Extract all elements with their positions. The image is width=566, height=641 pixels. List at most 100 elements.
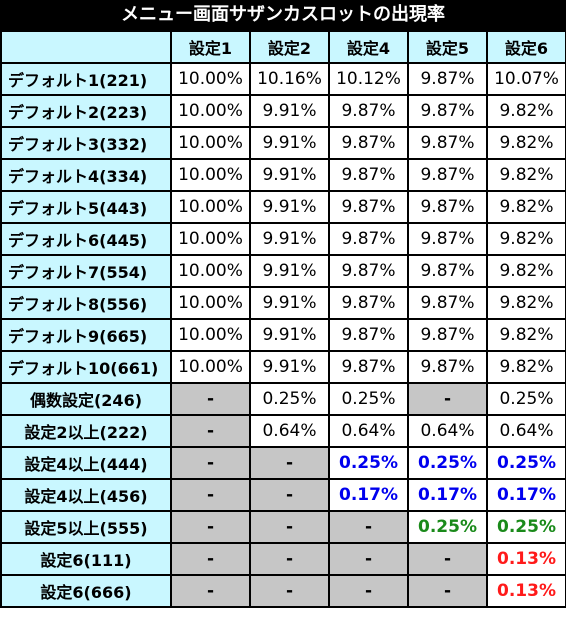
value-cell: 0.13% [486, 574, 566, 608]
value-cell: 9.87% [407, 158, 488, 192]
value-cell: - [328, 542, 409, 576]
table-row: デフォルト4(334) 10.00% 9.91% 9.87% 9.87% 9.82% [0, 158, 566, 192]
value-cell: 10.00% [170, 318, 251, 352]
value-cell: - [170, 510, 251, 544]
table-row: 設定2以上(222) -0.64% 0.64% 0.64% 0.64% [0, 414, 566, 448]
value-cell: 0.64% [486, 414, 566, 448]
value-cell: 0.64% [407, 414, 488, 448]
table-row: 設定6(666) - - - -0.13% [0, 574, 566, 608]
value-cell: 0.25% [486, 510, 566, 544]
value-cell: 9.87% [328, 126, 409, 160]
row-label: デフォルト7(554) [0, 254, 172, 288]
row-label: 設定6(111) [0, 542, 172, 576]
value-cell: 9.87% [407, 62, 488, 96]
value-cell: 9.87% [328, 190, 409, 224]
value-cell: 9.91% [249, 350, 330, 384]
row-label: 設定2以上(222) [0, 414, 172, 448]
table-body: デフォルト1(221) 10.00% 10.16% 10.12% 9.87% 10.07%… [0, 62, 566, 608]
value-cell: 0.64% [249, 414, 330, 448]
value-cell: 9.87% [328, 286, 409, 320]
value-cell: 0.17% [486, 478, 566, 512]
value-cell: 10.12% [328, 62, 409, 96]
table-row: 設定5以上(555) - - -0.25% 0.25% [0, 510, 566, 544]
value-cell: 10.00% [170, 254, 251, 288]
value-cell: 0.17% [328, 478, 409, 512]
value-cell: 9.82% [486, 286, 566, 320]
value-cell: 9.87% [407, 318, 488, 352]
value-cell: 10.00% [170, 222, 251, 256]
value-cell: 9.82% [486, 350, 566, 384]
value-cell: 9.87% [407, 190, 488, 224]
table-row: 設定6(111) - - - -0.13% [0, 542, 566, 576]
value-cell: 10.00% [170, 62, 251, 96]
value-cell: 10.00% [170, 126, 251, 160]
value-cell: 9.91% [249, 286, 330, 320]
value-cell: 9.91% [249, 254, 330, 288]
value-cell: 9.87% [328, 350, 409, 384]
value-cell: 0.25% [486, 446, 566, 480]
row-label: デフォルト6(445) [0, 222, 172, 256]
row-label: デフォルト1(221) [0, 62, 172, 96]
value-cell: 9.87% [407, 94, 488, 128]
value-cell: 0.17% [407, 478, 488, 512]
row-label: デフォルト8(556) [0, 286, 172, 320]
value-cell: 10.00% [170, 190, 251, 224]
header-setting-2: 設定2 [249, 30, 330, 64]
table-row: 設定4以上(444) - -0.25% 0.25% 0.25% [0, 446, 566, 480]
header-setting-1: 設定1 [170, 30, 251, 64]
value-cell: 10.16% [249, 62, 330, 96]
value-cell: 9.87% [328, 318, 409, 352]
value-cell: 10.00% [170, 350, 251, 384]
row-label: デフォルト10(661) [0, 350, 172, 384]
value-cell: 9.87% [407, 254, 488, 288]
value-cell: 0.25% [328, 382, 409, 416]
table-row: デフォルト5(443) 10.00% 9.91% 9.87% 9.87% 9.82% [0, 190, 566, 224]
value-cell: - [407, 382, 488, 416]
table-row: デフォルト6(445) 10.00% 9.91% 9.87% 9.87% 9.82% [0, 222, 566, 256]
value-cell: 9.91% [249, 222, 330, 256]
value-cell: - [170, 414, 251, 448]
value-cell: - [328, 510, 409, 544]
row-label: デフォルト3(332) [0, 126, 172, 160]
value-cell: 9.91% [249, 318, 330, 352]
value-cell: 9.82% [486, 222, 566, 256]
value-cell: - [249, 478, 330, 512]
value-cell: 9.87% [328, 222, 409, 256]
table-row: デフォルト7(554) 10.00% 9.91% 9.87% 9.87% 9.82% [0, 254, 566, 288]
corner-cell [0, 30, 172, 64]
value-cell: 9.82% [486, 126, 566, 160]
value-cell: 0.25% [328, 446, 409, 480]
value-cell: 9.87% [328, 158, 409, 192]
value-cell: 10.07% [486, 62, 566, 96]
header-row: 設定1 設定2 設定4 設定5 設定6 [0, 30, 566, 64]
value-cell: - [170, 382, 251, 416]
probability-table: 設定1 設定2 設定4 設定5 設定6 デフォルト1(221) 10.00% 10.… [0, 30, 566, 608]
value-cell: 10.00% [170, 94, 251, 128]
table-row: 偶数設定(246) -0.25% 0.25% -0.25% [0, 382, 566, 416]
value-cell: 9.87% [328, 254, 409, 288]
value-cell: 9.87% [328, 94, 409, 128]
value-cell: 9.87% [407, 286, 488, 320]
value-cell: 0.64% [328, 414, 409, 448]
table-title: メニュー画面サザンカスロットの出現率 [0, 0, 566, 30]
value-cell: - [249, 542, 330, 576]
table-row: デフォルト1(221) 10.00% 10.16% 10.12% 9.87% 10.07% [0, 62, 566, 96]
table-row: デフォルト10(661) 10.00% 9.91% 9.87% 9.87% 9.82% [0, 350, 566, 384]
value-cell: 9.82% [486, 318, 566, 352]
value-cell: - [328, 574, 409, 608]
value-cell: 0.13% [486, 542, 566, 576]
row-label: デフォルト9(665) [0, 318, 172, 352]
value-cell: 10.00% [170, 286, 251, 320]
value-cell: 9.87% [407, 126, 488, 160]
value-cell: 9.91% [249, 126, 330, 160]
row-label: デフォルト2(223) [0, 94, 172, 128]
value-cell: - [249, 446, 330, 480]
value-cell: 0.25% [407, 446, 488, 480]
header-setting-4: 設定4 [328, 30, 409, 64]
row-label: 設定6(666) [0, 574, 172, 608]
row-label: デフォルト5(443) [0, 190, 172, 224]
row-label: 設定4以上(456) [0, 478, 172, 512]
value-cell: 9.82% [486, 190, 566, 224]
row-label: デフォルト4(334) [0, 158, 172, 192]
